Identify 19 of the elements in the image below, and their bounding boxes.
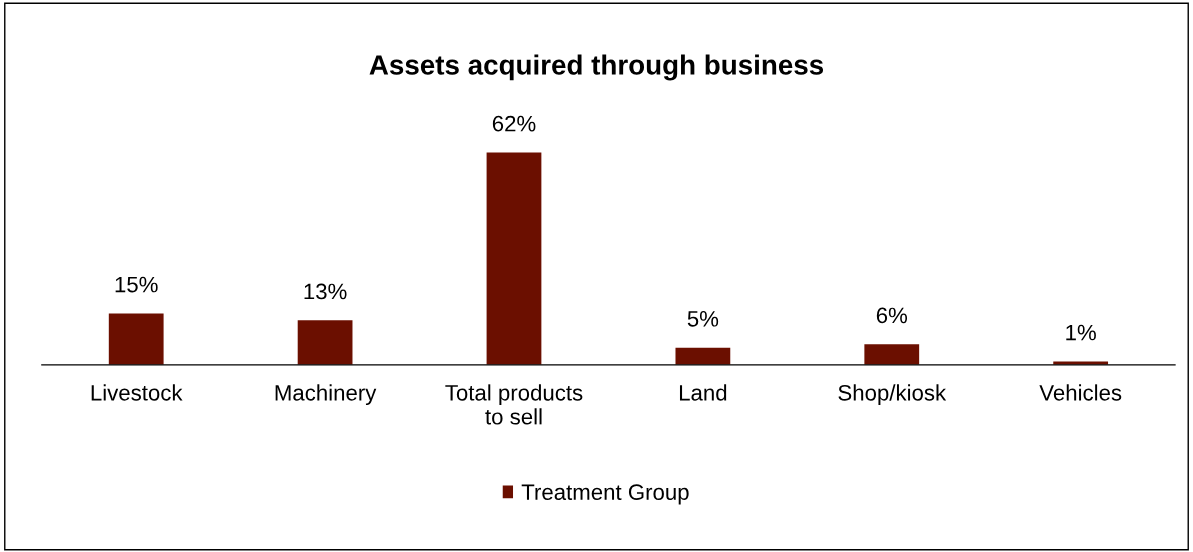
x-tick-label: Total products to sell [445, 384, 583, 425]
legend-label: Treatment Group [521, 484, 689, 505]
bar [675, 347, 731, 365]
x-tick-label: Livestock [91, 384, 183, 401]
x-tick-label: Machinery [275, 384, 377, 406]
data-label: 13% [304, 283, 347, 300]
chart-title: Assets acquired through business [369, 54, 824, 81]
x-tick-label: Land [679, 384, 727, 401]
data-label: 6% [876, 307, 908, 324]
data-label: 15% [115, 276, 158, 293]
bar [486, 152, 542, 365]
data-label: 1% [1066, 324, 1096, 341]
x-tick-label: Vehicles [1039, 384, 1122, 401]
x-tick-label: Shop/kiosk [838, 384, 947, 406]
bar [297, 320, 353, 365]
bar [864, 344, 920, 365]
data-label: 5% [687, 311, 719, 327]
bar [108, 313, 164, 365]
data-label: 62% [492, 115, 536, 132]
